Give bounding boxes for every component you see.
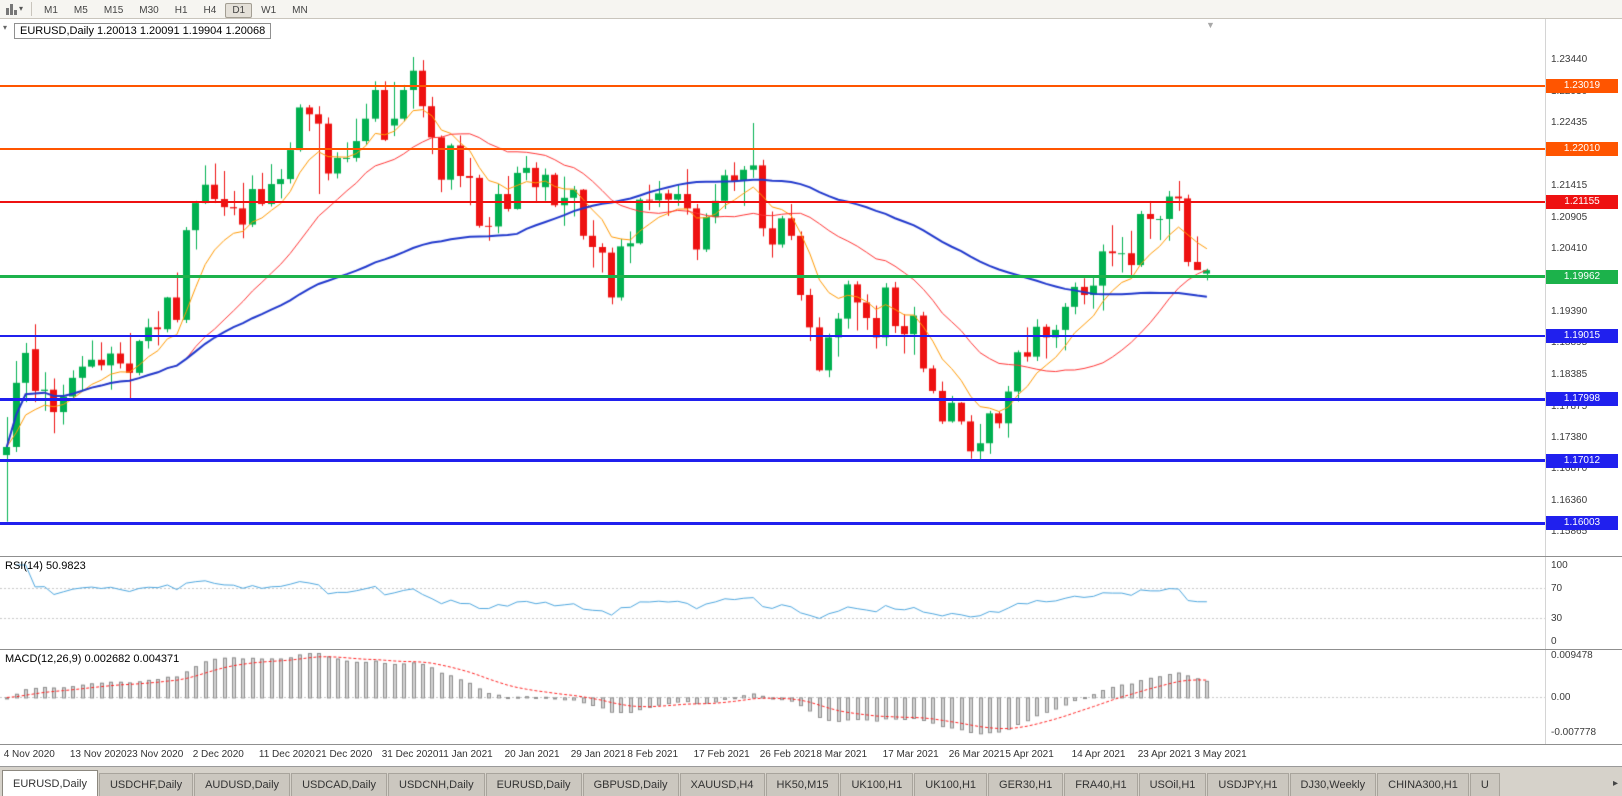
one-click-trading-toggle-icon[interactable]: ▾ — [3, 23, 8, 32]
chart-tab-ger30-h1[interactable]: GER30,H1 — [988, 773, 1064, 796]
chart-tab-usdchf-daily[interactable]: USDCHF,Daily — [98, 773, 194, 796]
chart-tab-eurusd-daily[interactable]: EURUSD,Daily — [485, 773, 582, 796]
chart-tab-fra40-h1[interactable]: FRA40,H1 — [1064, 773, 1138, 796]
chart-tab-gbpusd-daily[interactable]: GBPUSD,Daily — [582, 773, 679, 796]
timeframe-button-h1[interactable]: H1 — [174, 5, 188, 16]
chart-tab-dj30-weekly[interactable]: DJ30,Weekly — [1289, 773, 1377, 796]
date-axis-label: 26 Mar 2021 — [948, 749, 1005, 760]
chart-tab-u[interactable]: U — [1469, 773, 1500, 796]
timeframe-buttons: M1 M5 M15 M30 H1 H4 D1 W1 MN — [36, 0, 316, 18]
macd-indicator-panel: 0.009478 0.00 -0.007778 MACD(12,26,9) 0.00… — [0, 650, 1622, 745]
price-chart-panel: 1.23440 1.22930 1.22435 1.21925 1.21415 1.209… — [0, 19, 1622, 557]
timeframe-toolbar: ▾ M1 M5 M15 M30 H1 H4 D1 W1 MN — [0, 0, 1622, 19]
macd-label: MACD(12,26,9) 0.002682 0.004371 — [5, 653, 180, 665]
date-axis-label: 23 Nov 2020 — [126, 749, 184, 760]
chart-tab-uk100-h1[interactable]: UK100,H1 — [914, 773, 988, 796]
date-axis-label: 23 Apr 2021 — [1137, 749, 1192, 760]
chart-tab-usdcad-daily[interactable]: USDCAD,Daily — [291, 773, 388, 796]
price-chart-canvas[interactable] — [0, 19, 1622, 556]
chart-tab-usoil-h1[interactable]: USOil,H1 — [1138, 773, 1207, 796]
date-axis-label: 5 Apr 2021 — [1005, 749, 1054, 760]
chart-tab-uk100-h1[interactable]: UK100,H1 — [840, 773, 914, 796]
timeframe-button-m15[interactable]: M15 — [103, 5, 124, 16]
date-axis-label: 17 Feb 2021 — [693, 749, 750, 760]
rsi-label: RSI(14) 50.9823 — [5, 560, 86, 572]
timeframe-button-w1[interactable]: W1 — [261, 5, 277, 16]
date-axis-label: 11 Dec 2020 — [258, 749, 315, 760]
timeframe-button-h4[interactable]: H4 — [203, 5, 217, 16]
chart-tabs: EURUSD,Daily USDCHF,Daily AUDUSD,Daily USDC… — [0, 767, 1600, 796]
date-axis-label: 17 Mar 2021 — [882, 749, 939, 760]
chart-type-dropdown-caret-icon[interactable]: ▾ — [19, 4, 24, 13]
chart-tab-audusd-daily[interactable]: AUDUSD,Daily — [194, 773, 291, 796]
chart-tab-hk50-m15[interactable]: HK50,M15 — [765, 773, 840, 796]
rsi-canvas[interactable] — [0, 557, 1622, 649]
date-axis-label: 2 Dec 2020 — [192, 749, 244, 760]
chart-tab-eurusd-daily[interactable]: EURUSD,Daily — [2, 770, 98, 796]
date-axis-label: 11 Jan 2021 — [438, 749, 493, 760]
date-axis-label: 14 Apr 2021 — [1071, 749, 1126, 760]
chart-type-icon[interactable] — [6, 3, 17, 15]
date-axis-label: 26 Feb 2021 — [759, 749, 816, 760]
chart-shift-marker-icon[interactable]: ▼ — [1206, 20, 1215, 30]
date-axis-label: 3 May 2021 — [1194, 749, 1247, 760]
date-axis-label: 8 Mar 2021 — [816, 749, 868, 760]
chart-tab-xauusd-h4[interactable]: XAUUSD,H4 — [679, 773, 765, 796]
date-axis-label: 21 Dec 2020 — [315, 749, 373, 760]
timeframe-button-m30[interactable]: M30 — [139, 5, 159, 16]
chart-tab-china300-h1[interactable]: CHINA300,H1 — [1377, 773, 1469, 796]
chart-tab-usdjpy-h1[interactable]: USDJPY,H1 — [1207, 773, 1289, 796]
date-axis-label: 8 Feb 2021 — [627, 749, 679, 760]
chart-tab-usdcnh-daily[interactable]: USDCNH,Daily — [388, 773, 485, 796]
timeframe-button-m1[interactable]: M1 — [44, 5, 58, 16]
chart-tabbar: EURUSD,Daily USDCHF,Daily AUDUSD,Daily USDC… — [0, 767, 1622, 796]
macd-canvas[interactable] — [0, 650, 1622, 744]
rsi-indicator-panel: 100 70 30 0 RSI(14) 50.9823 — [0, 557, 1622, 650]
tab-scroll-right-icon[interactable]: ▸ — [1612, 778, 1618, 789]
timeframe-button-mn[interactable]: MN — [292, 5, 308, 16]
date-axis-label: 20 Jan 2021 — [504, 749, 560, 760]
date-axis-label: 29 Jan 2021 — [570, 749, 626, 760]
toolbar-separator — [31, 2, 33, 16]
timeframe-button-m5[interactable]: M5 — [73, 5, 88, 16]
date-axis-label: 31 Dec 2020 — [381, 749, 439, 760]
chart-title: EURUSD,Daily 1.20013 1.20091 1.19904 1.2… — [14, 23, 272, 39]
date-axis-label: 13 Nov 2020 — [69, 749, 127, 760]
date-axis: 4 Nov 2020 13 Nov 2020 23 Nov 2020 2 Dec 20… — [0, 745, 1622, 767]
timeframe-button-d1[interactable]: D1 — [225, 3, 253, 18]
date-axis-label: 4 Nov 2020 — [3, 749, 55, 760]
